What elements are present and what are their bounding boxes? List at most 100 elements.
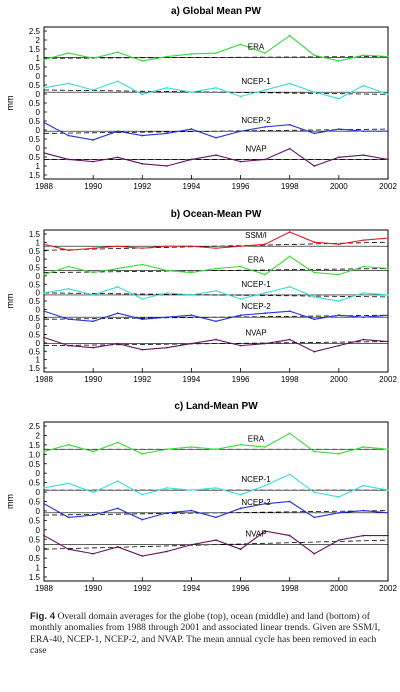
data-point	[239, 548, 242, 551]
data-point	[215, 136, 217, 139]
data-point	[264, 243, 267, 246]
data-point	[165, 132, 168, 135]
data-point	[215, 338, 217, 341]
data-point	[141, 134, 144, 137]
panel-title: b) Ocean-Mean PW	[171, 209, 262, 220]
data-point	[165, 86, 168, 89]
data-point	[116, 342, 119, 345]
x-tick-label: 1990	[84, 182, 102, 191]
trend-line	[43, 341, 389, 347]
data-point	[313, 271, 316, 274]
data-point	[165, 55, 168, 58]
data-point	[215, 267, 217, 270]
data-point	[43, 450, 45, 453]
data-point	[67, 443, 70, 446]
data-point	[337, 97, 340, 100]
y-tick-label: 1	[36, 162, 41, 171]
data-point	[337, 452, 340, 455]
data-point	[239, 95, 242, 98]
x-tick-label: 1988	[35, 182, 53, 191]
figure-caption: Fig. 4 Overall domain averages for the g…	[30, 611, 395, 657]
data-point	[362, 84, 365, 87]
data-point	[67, 516, 70, 519]
data-point	[92, 552, 95, 555]
data-point	[362, 484, 365, 487]
data-point	[165, 165, 168, 167]
y-tick-label: 0.5	[29, 99, 41, 108]
data-point	[337, 273, 340, 276]
data-point	[116, 312, 119, 315]
data-point	[67, 482, 70, 485]
data-point	[141, 318, 144, 321]
series-line	[43, 530, 388, 557]
data-point	[165, 291, 168, 294]
data-point	[116, 51, 119, 54]
y-tick-label: 0	[36, 545, 41, 554]
data-point	[362, 338, 365, 341]
data-point	[264, 484, 267, 487]
data-point	[264, 158, 267, 161]
data-point	[92, 320, 95, 323]
data-point	[215, 320, 217, 323]
data-point	[141, 518, 144, 521]
panel-title: a) Global Mean PW	[171, 6, 262, 17]
data-point	[165, 448, 168, 451]
y-axis-label: mm	[5, 96, 15, 111]
y-tick-label: 1	[36, 564, 41, 573]
data-point	[337, 59, 340, 62]
data-point	[92, 57, 95, 60]
data-point	[165, 486, 168, 489]
data-point	[43, 336, 45, 339]
y-tick-label: 1	[36, 356, 41, 365]
data-point	[43, 121, 45, 124]
data-point	[116, 130, 119, 133]
y-tick-label: 0.5	[29, 460, 41, 469]
x-tick-label: 1994	[183, 182, 201, 191]
data-point	[362, 54, 365, 57]
y-tick-label: 0	[36, 526, 41, 535]
data-point	[215, 516, 217, 519]
data-point	[165, 316, 168, 319]
x-tick-label: 1992	[133, 182, 151, 191]
data-point	[67, 318, 70, 321]
y-tick-label: 0.5	[29, 135, 41, 144]
data-point	[215, 86, 217, 89]
data-point	[43, 152, 45, 154]
series-label: NCEP-2	[241, 302, 271, 311]
data-point	[165, 346, 168, 349]
caption-text: Overall domain averages for the globe (t…	[30, 611, 381, 657]
data-point	[264, 52, 267, 54]
y-tick-label: 0.5	[29, 516, 41, 525]
data-point	[264, 273, 267, 276]
data-point	[313, 450, 316, 453]
series-label: NCEP-1	[241, 280, 271, 289]
data-point	[337, 511, 340, 514]
y-tick-label: 0	[36, 305, 41, 314]
data-point	[288, 285, 291, 288]
data-point	[67, 287, 70, 290]
data-point	[92, 89, 95, 91]
data-point	[92, 139, 95, 141]
data-point	[215, 247, 217, 250]
data-point	[92, 491, 95, 494]
x-tick-label: 1994	[183, 375, 201, 384]
data-point	[313, 54, 316, 57]
y-tick-label: 0.5	[29, 314, 41, 323]
y-tick-label: 1.5	[29, 364, 41, 373]
trend-line	[43, 292, 389, 298]
data-point	[362, 130, 365, 133]
trend-line	[43, 56, 389, 59]
y-tick-label: 2	[36, 431, 41, 440]
trend-line	[43, 510, 389, 516]
y-tick-label: 0.5	[29, 347, 41, 356]
y-tick-label: 0.5	[29, 498, 41, 507]
series-label: SSM/I	[245, 231, 267, 240]
y-tick-label: 0.5	[29, 117, 41, 126]
y-tick-label: 0	[36, 255, 41, 264]
data-point	[337, 300, 340, 302]
data-point	[387, 237, 389, 240]
data-point	[387, 314, 389, 317]
data-point	[190, 314, 193, 317]
data-point	[313, 552, 316, 555]
data-point	[215, 539, 217, 542]
